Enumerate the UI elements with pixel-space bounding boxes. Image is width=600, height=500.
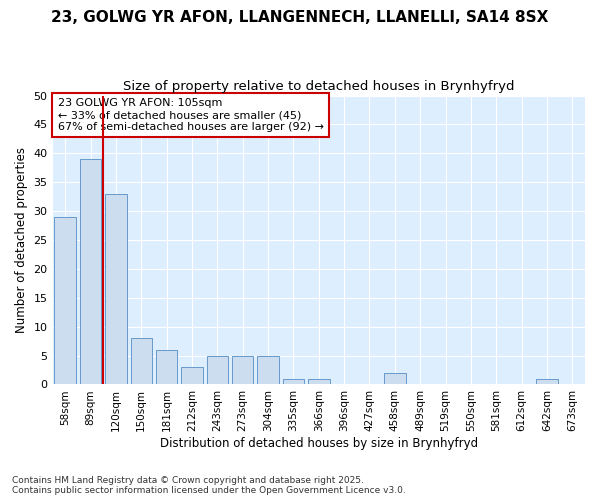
Y-axis label: Number of detached properties: Number of detached properties [15, 147, 28, 333]
Text: 23, GOLWG YR AFON, LLANGENNECH, LLANELLI, SA14 8SX: 23, GOLWG YR AFON, LLANGENNECH, LLANELLI… [52, 10, 548, 25]
Bar [156, 350, 178, 384]
Bar [384, 373, 406, 384]
Bar [283, 378, 304, 384]
X-axis label: Distribution of detached houses by size in Brynhyfryd: Distribution of detached houses by size … [160, 437, 478, 450]
Title: Size of property relative to detached houses in Brynhyfryd: Size of property relative to detached ho… [123, 80, 515, 93]
Bar [80, 159, 101, 384]
Bar [536, 378, 558, 384]
Bar [232, 356, 253, 384]
Bar [105, 194, 127, 384]
Text: 23 GOLWG YR AFON: 105sqm
← 33% of detached houses are smaller (45)
67% of semi-d: 23 GOLWG YR AFON: 105sqm ← 33% of detach… [58, 98, 324, 132]
Bar [55, 217, 76, 384]
Bar [308, 378, 329, 384]
Bar [206, 356, 228, 384]
Bar [257, 356, 279, 384]
Bar [181, 367, 203, 384]
Bar [131, 338, 152, 384]
Text: Contains HM Land Registry data © Crown copyright and database right 2025.
Contai: Contains HM Land Registry data © Crown c… [12, 476, 406, 495]
